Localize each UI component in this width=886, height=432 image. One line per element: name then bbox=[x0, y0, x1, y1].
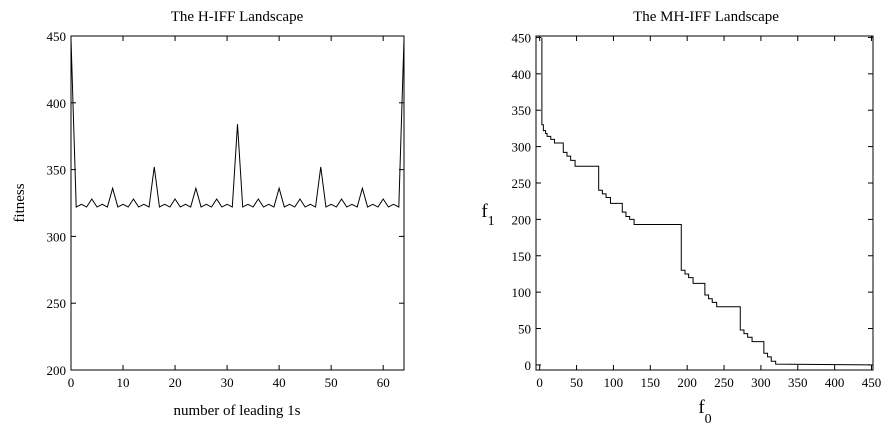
y-axis-label-subscript: 1 bbox=[488, 214, 495, 229]
y-axis-label: f1 bbox=[481, 201, 494, 229]
chart-title: The H-IFF Landscape bbox=[171, 9, 304, 25]
y-axis-ticks: 0 50 100 150 200 250 300 350 400 450 bbox=[512, 30, 873, 373]
x-axis-label-main: f bbox=[698, 397, 705, 418]
y-tick-label: 0 bbox=[525, 358, 532, 373]
y-tick-label: 250 bbox=[512, 176, 532, 191]
y-axis-label-main: f bbox=[481, 201, 488, 222]
y-tick-label: 450 bbox=[512, 30, 532, 45]
mhiff-chart-panel: The MH-IFF Landscape 0 50 100 150 200 250 300 3… bbox=[481, 9, 881, 427]
x-tick-label: 60 bbox=[377, 375, 390, 390]
x-axis-label: f0 bbox=[698, 397, 711, 427]
y-axis-ticks: 200 250 300 350 400 450 bbox=[47, 29, 404, 378]
x-tick-label: 50 bbox=[570, 375, 583, 390]
y-tick-label: 50 bbox=[518, 322, 531, 337]
x-tick-label: 150 bbox=[641, 375, 661, 390]
y-tick-label: 100 bbox=[512, 285, 532, 300]
x-tick-label: 50 bbox=[325, 375, 338, 390]
chart-title: The MH-IFF Landscape bbox=[633, 9, 779, 25]
x-axis-label-subscript: 0 bbox=[705, 412, 712, 427]
x-axis-ticks: 0 50 100 150 200 250 300 350 400 450 bbox=[536, 36, 881, 390]
x-tick-label: 0 bbox=[536, 375, 543, 390]
x-tick-label: 300 bbox=[751, 375, 771, 390]
x-tick-label: 350 bbox=[788, 375, 808, 390]
x-tick-label: 100 bbox=[604, 375, 624, 390]
y-tick-label: 200 bbox=[47, 363, 67, 378]
hiff-chart-panel: The H-IFF Landscape 0 10 20 30 40 50 60 200 250… bbox=[12, 9, 405, 419]
y-tick-label: 300 bbox=[512, 140, 532, 155]
x-tick-label: 450 bbox=[862, 375, 882, 390]
series-layer bbox=[70, 38, 405, 208]
series-line-0 bbox=[541, 37, 871, 366]
x-axis-ticks: 0 10 20 30 40 50 60 bbox=[68, 36, 390, 390]
x-tick-label: 20 bbox=[169, 375, 182, 390]
y-tick-label: 450 bbox=[47, 29, 67, 44]
x-tick-label: 40 bbox=[273, 375, 286, 390]
series-line-0 bbox=[70, 38, 405, 208]
y-tick-label: 400 bbox=[47, 96, 67, 111]
x-tick-label: 0 bbox=[68, 375, 75, 390]
y-tick-label: 250 bbox=[47, 296, 67, 311]
x-tick-label: 30 bbox=[221, 375, 234, 390]
y-tick-label: 400 bbox=[512, 67, 532, 82]
x-tick-label: 200 bbox=[677, 375, 697, 390]
y-tick-label: 350 bbox=[512, 103, 532, 118]
x-tick-label: 400 bbox=[825, 375, 845, 390]
x-tick-label: 250 bbox=[714, 375, 734, 390]
y-tick-label: 300 bbox=[47, 229, 67, 244]
plot-area-frame bbox=[535, 35, 874, 371]
x-tick-label: 10 bbox=[117, 375, 130, 390]
plot-area-frame bbox=[70, 35, 405, 371]
y-axis-label: fitness bbox=[12, 183, 28, 222]
y-tick-label: 150 bbox=[512, 249, 532, 264]
y-tick-label: 350 bbox=[47, 163, 67, 178]
series-layer bbox=[541, 37, 871, 366]
y-tick-label: 200 bbox=[512, 212, 532, 227]
x-axis-label: number of leading 1s bbox=[173, 403, 300, 419]
